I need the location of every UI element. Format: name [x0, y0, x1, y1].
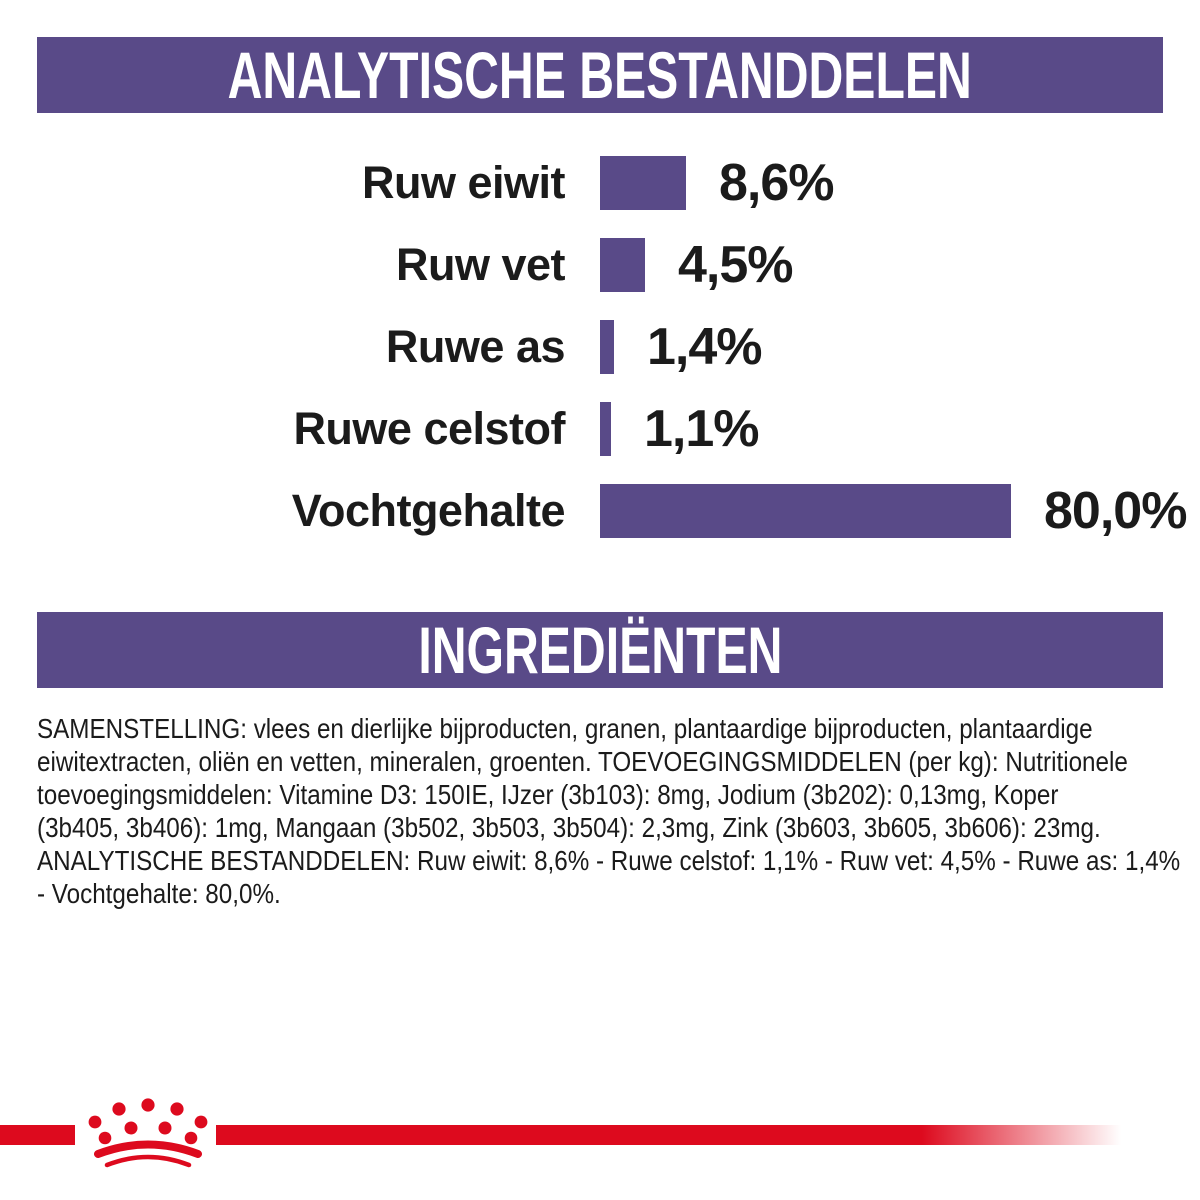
chart-bar — [600, 484, 1011, 538]
analytical-banner-title: ANALYTISCHE BESTANDDELEN — [227, 38, 973, 112]
footer-stripe-fading-segment — [216, 1125, 1121, 1145]
chart-row-ruw-vet: Ruw vet 4,5% — [0, 236, 1200, 294]
analytical-banner: ANALYTISCHE BESTANDDELEN — [37, 37, 1163, 113]
chart-row-ruwe-as: Ruwe as 1,4% — [0, 318, 1200, 376]
chart-label: Ruwe as — [385, 321, 566, 372]
chart-label: Ruwe celstof — [293, 403, 565, 454]
ingredients-paragraph: SAMENSTELLING: vlees en dierlijke bijpro… — [37, 713, 1181, 909]
chart-row-vochtgehalte: Vochtgehalte 80,0% — [0, 482, 1200, 540]
chart-value: 80,0% — [1044, 482, 1187, 540]
chart-bar — [600, 156, 686, 210]
chart-row-ruwe-celstof: Ruwe celstof 1,1% — [0, 400, 1200, 458]
chart-row-ruw-eiwit: Ruw eiwit 8,6% — [0, 154, 1200, 212]
chart-value: 1,1% — [644, 400, 760, 458]
ingredients-banner-title: INGREDIËNTEN — [417, 613, 783, 687]
chart-label: Vochtgehalte — [291, 485, 566, 536]
chart-bar — [600, 320, 614, 374]
footer-stripe-left-segment — [0, 1125, 75, 1145]
royal-canin-crown-icon — [88, 1098, 208, 1168]
chart-value: 1,4% — [647, 318, 763, 376]
chart-value: 4,5% — [678, 236, 794, 294]
analytical-bar-chart: Ruw eiwit 8,6% Ruw vet 4,5% Ruwe as 1,4%… — [0, 154, 1200, 566]
chart-bar — [600, 402, 611, 456]
ingredients-banner: INGREDIËNTEN — [37, 612, 1163, 688]
chart-label: Ruw vet — [395, 239, 566, 290]
chart-value: 8,6% — [719, 154, 835, 212]
chart-bar — [600, 238, 645, 292]
chart-label: Ruw eiwit — [361, 157, 566, 208]
